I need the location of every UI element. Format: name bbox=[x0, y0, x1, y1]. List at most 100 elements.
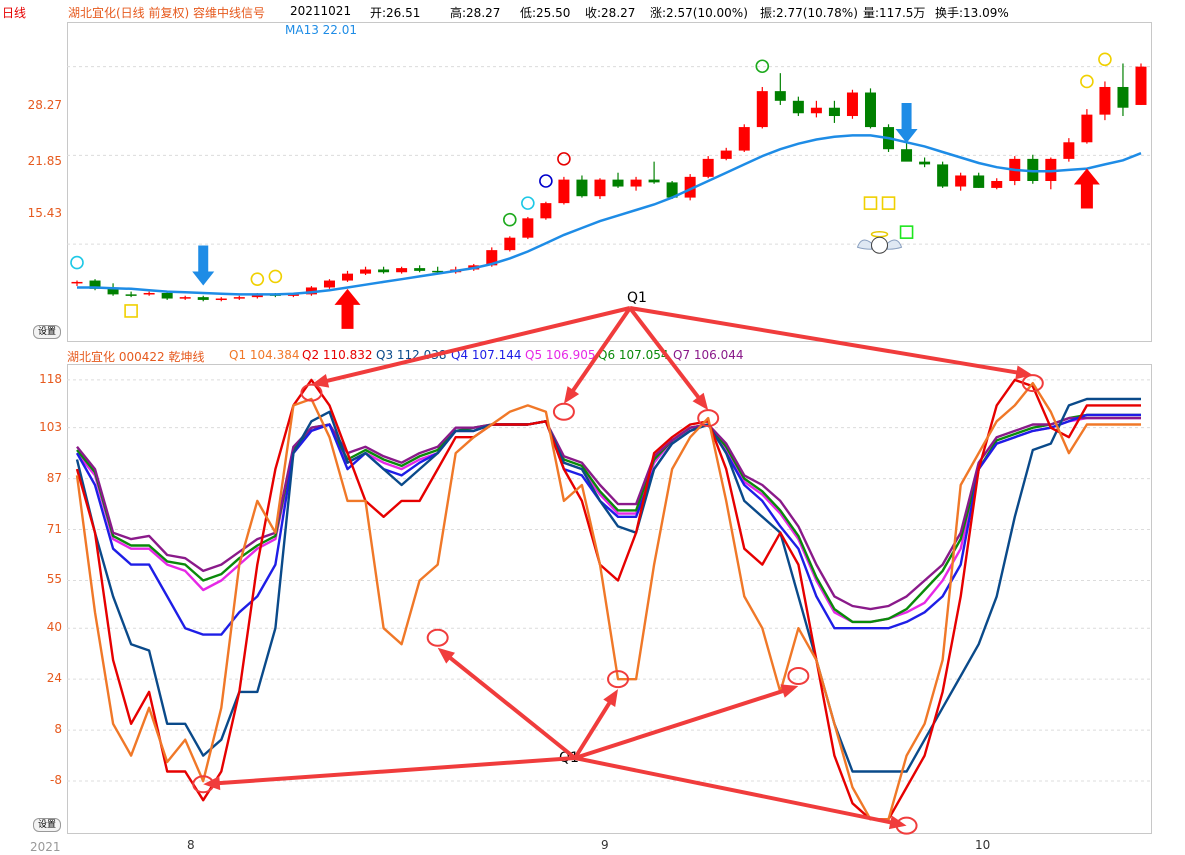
candle-body bbox=[594, 179, 606, 197]
indicator-ytick: 24 bbox=[46, 671, 62, 686]
annotation-ellipse bbox=[697, 409, 720, 428]
signal-circle-icon bbox=[521, 196, 535, 210]
annotation-arrowhead-icon bbox=[437, 647, 455, 664]
signal-square-icon bbox=[881, 196, 896, 210]
series-q1-line bbox=[75, 381, 1141, 821]
candle-body bbox=[107, 287, 119, 295]
annotation-arrow bbox=[628, 306, 703, 402]
ma13-line bbox=[77, 134, 1142, 296]
quote-low: 低:25.50 bbox=[520, 6, 571, 20]
candle-body bbox=[125, 294, 137, 296]
indicator-ytick: 87 bbox=[46, 470, 62, 485]
candle-body bbox=[215, 298, 227, 301]
candle-body bbox=[1117, 86, 1129, 108]
candle-body bbox=[901, 149, 913, 162]
signal-circle-icon bbox=[1080, 74, 1094, 89]
candle-body bbox=[1099, 86, 1111, 115]
candle-body bbox=[774, 91, 786, 101]
annotation-ellipse bbox=[552, 402, 575, 421]
signal-circle-icon bbox=[557, 152, 571, 166]
candle-body bbox=[828, 107, 840, 117]
quote-volume: 量:117.5万 bbox=[863, 6, 926, 20]
series-q6-line bbox=[76, 413, 1141, 624]
indicator-legend: 湖北宜化 000422 乾坤线 Q1 104.384 Q2 110.832 Q3… bbox=[67, 348, 1150, 364]
period-tag[interactable]: 日线 bbox=[2, 6, 27, 20]
annotation-arrow bbox=[629, 306, 1022, 376]
indicator-ytick: 8 bbox=[54, 722, 62, 737]
stock-title: 湖北宜化(日线 前复权) 容维中线信号 bbox=[68, 6, 265, 20]
annotation-arrow bbox=[215, 756, 576, 786]
candle-body bbox=[396, 268, 408, 273]
legend-q6: Q6 107.054 bbox=[598, 348, 669, 362]
angel-face-icon bbox=[871, 236, 889, 254]
candle-body bbox=[143, 292, 155, 295]
signal-circle-icon bbox=[1098, 52, 1112, 67]
candle-body bbox=[1045, 158, 1057, 181]
signal-circle-icon bbox=[268, 269, 283, 284]
candle-body bbox=[1027, 158, 1039, 181]
candle-body bbox=[991, 181, 1003, 188]
angel-wing-icon bbox=[856, 239, 903, 250]
signal-circle-icon bbox=[250, 272, 265, 286]
candle-body bbox=[378, 269, 390, 273]
series-q3-line bbox=[75, 397, 1141, 773]
candle-body bbox=[864, 92, 876, 128]
candle-body bbox=[648, 179, 660, 183]
indicator-panel bbox=[67, 364, 1152, 834]
signal-square-icon bbox=[899, 225, 914, 239]
candle-body bbox=[937, 164, 949, 187]
legend-q1: Q1 104.384 bbox=[229, 348, 300, 362]
candle-body bbox=[846, 92, 858, 117]
candle-body bbox=[504, 237, 516, 251]
candle-body bbox=[612, 179, 624, 187]
quote-open: 开:26.51 bbox=[370, 6, 421, 20]
series-q2-line bbox=[75, 378, 1141, 821]
candle-body bbox=[558, 179, 570, 204]
candle-body bbox=[684, 176, 696, 198]
price-ytick-3: 15.43 bbox=[27, 206, 62, 220]
annotation-arrowhead-icon bbox=[692, 392, 709, 411]
x-axis-month-9: 9 bbox=[601, 838, 609, 852]
indicator-ytick: -8 bbox=[50, 773, 62, 788]
candle-body bbox=[287, 294, 299, 296]
candle-body bbox=[630, 179, 642, 187]
candle-body bbox=[305, 287, 317, 295]
candle-body bbox=[1135, 66, 1147, 105]
quote-header: 日线 湖北宜化(日线 前复权) 容维中线信号 20211021 开:26.51 … bbox=[0, 0, 1185, 22]
annotation-arrow bbox=[574, 687, 788, 760]
candle-body bbox=[919, 161, 931, 165]
candle-body bbox=[71, 281, 83, 284]
candle-body bbox=[810, 107, 822, 114]
annotation-arrow bbox=[569, 306, 632, 396]
annotation-arrowhead-icon bbox=[1015, 365, 1033, 380]
legend-q7: Q7 106.044 bbox=[673, 348, 744, 362]
annotation-arrowhead-icon bbox=[888, 815, 907, 830]
ma13-label: MA13 22.01 bbox=[285, 23, 357, 37]
candle-body bbox=[432, 270, 444, 273]
annotation-ellipse bbox=[426, 628, 449, 647]
quote-change: 涨:2.57(10.00%) bbox=[650, 6, 748, 20]
candle-body bbox=[738, 127, 750, 151]
annotation-arrowhead-icon bbox=[780, 684, 799, 698]
signal-circle-icon bbox=[755, 59, 770, 74]
annotation-arrow bbox=[573, 698, 614, 760]
price-settings-button[interactable]: 设置 bbox=[33, 325, 61, 339]
candle-body bbox=[720, 150, 732, 159]
price-ytick-2: 21.85 bbox=[27, 154, 62, 168]
candle-body bbox=[233, 297, 245, 299]
candle-body bbox=[89, 280, 101, 289]
candle-body bbox=[756, 91, 768, 128]
candle-body bbox=[179, 297, 191, 299]
quote-date: 20211021 bbox=[290, 4, 352, 18]
candle-body bbox=[342, 273, 354, 281]
buy-arrow-icon bbox=[334, 288, 361, 329]
indicator-ytick: 40 bbox=[46, 620, 62, 635]
annotation-arrowhead-icon bbox=[203, 776, 221, 791]
indicator-settings-button[interactable]: 设置 bbox=[33, 818, 61, 832]
annotation-arrow bbox=[445, 653, 577, 760]
qiankun-line-chart bbox=[67, 378, 1150, 821]
quote-close: 收:28.27 bbox=[585, 6, 636, 20]
series-q5-line bbox=[76, 416, 1141, 624]
price-ytick-1: 28.27 bbox=[27, 98, 62, 112]
